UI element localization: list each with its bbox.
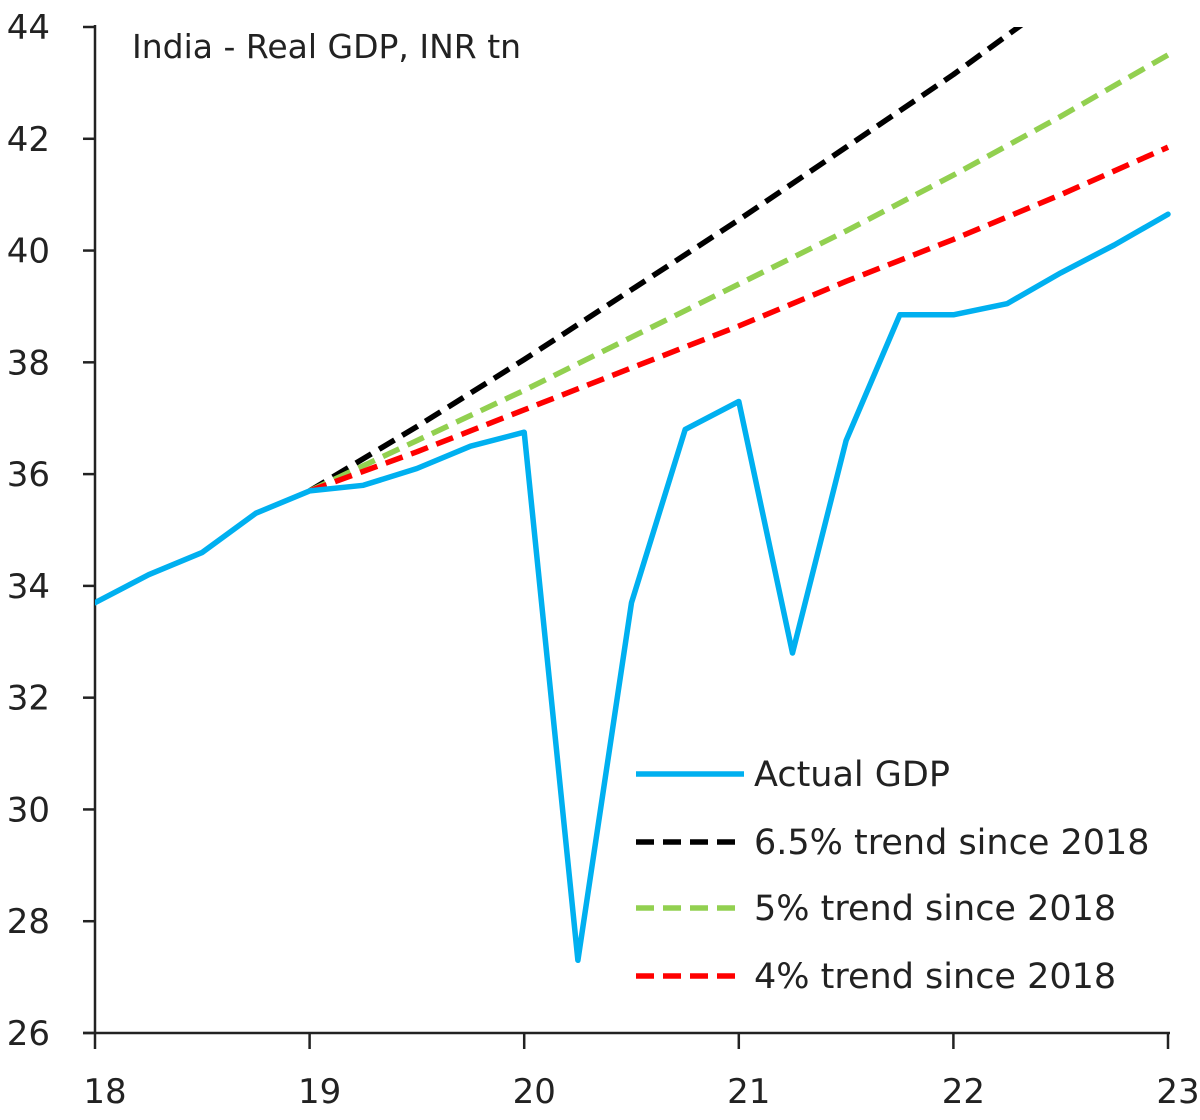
y-tick-label: 32 <box>7 679 50 719</box>
series-line-1 <box>308 27 1024 494</box>
axes: 26 28 30 32 34 36 38 40 42 44 18 19 20 21 22 23 <box>7 8 1200 1112</box>
y-tick-label: 30 <box>7 790 50 830</box>
chart-title: India - Real GDP, INR tn <box>132 27 521 66</box>
y-tick-label: 42 <box>7 120 50 160</box>
x-tick-label: 22 <box>942 1072 985 1112</box>
legend-label-2: 5% trend since 2018 <box>754 889 1116 929</box>
x-tick-label: 20 <box>513 1072 556 1112</box>
x-tick-label: 21 <box>727 1072 770 1112</box>
series-line-3 <box>308 144 1170 494</box>
x-tick-label: 18 <box>83 1072 126 1112</box>
series-line-2 <box>308 52 1170 494</box>
legend-label-1: 6.5% trend since 2018 <box>754 823 1150 863</box>
legend: Actual GDP 6.5% trend since 2018 5% trend … <box>636 755 1150 997</box>
y-tick-label: 38 <box>7 343 50 383</box>
legend-label-3: 4% trend since 2018 <box>754 957 1116 997</box>
x-tick-label: 19 <box>298 1072 341 1112</box>
y-tick-label: 44 <box>7 8 50 48</box>
y-tick-label: 40 <box>7 232 50 272</box>
x-tick-label: 23 <box>1156 1072 1199 1112</box>
legend-label-0: Actual GDP <box>754 755 950 795</box>
y-tick-label: 34 <box>7 567 50 607</box>
y-tick-label: 36 <box>7 455 50 495</box>
y-tick-label: 28 <box>7 902 50 942</box>
y-tick-label: 26 <box>7 1014 50 1054</box>
series-line-0 <box>95 211 1171 964</box>
series-lines <box>95 27 1171 964</box>
